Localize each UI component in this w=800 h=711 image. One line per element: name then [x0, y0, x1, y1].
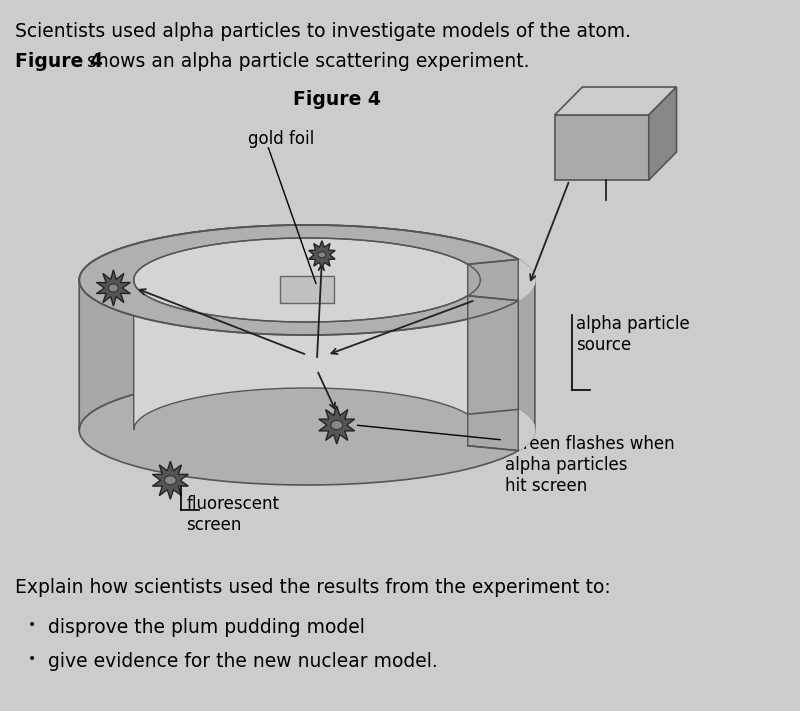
- Text: •: •: [28, 618, 36, 632]
- Polygon shape: [468, 264, 480, 446]
- Polygon shape: [468, 260, 535, 301]
- Text: give evidence for the new nuclear model.: give evidence for the new nuclear model.: [47, 652, 438, 671]
- Polygon shape: [468, 260, 518, 415]
- Text: gold foil: gold foil: [248, 130, 314, 148]
- Polygon shape: [649, 87, 677, 180]
- Polygon shape: [134, 238, 480, 430]
- Ellipse shape: [79, 225, 535, 335]
- Ellipse shape: [79, 375, 535, 485]
- Polygon shape: [280, 276, 334, 303]
- Polygon shape: [79, 225, 535, 430]
- Text: fluorescent
screen: fluorescent screen: [186, 495, 279, 534]
- Polygon shape: [518, 260, 535, 451]
- Polygon shape: [319, 406, 354, 444]
- Text: •: •: [28, 652, 36, 666]
- Text: Figure 4: Figure 4: [293, 90, 381, 109]
- Text: screen flashes when
alpha particles
hit screen: screen flashes when alpha particles hit …: [505, 435, 674, 495]
- Ellipse shape: [109, 284, 118, 292]
- Polygon shape: [468, 296, 518, 451]
- Text: disprove the plum pudding model: disprove the plum pudding model: [47, 618, 365, 637]
- Text: Explain how scientists used the results from the experiment to:: Explain how scientists used the results …: [15, 578, 610, 597]
- Ellipse shape: [165, 476, 176, 485]
- Bar: [554, 115, 649, 180]
- Ellipse shape: [331, 420, 342, 429]
- Text: Figure 4: Figure 4: [15, 52, 102, 71]
- Ellipse shape: [134, 238, 480, 322]
- Text: shows an alpha particle scattering experiment.: shows an alpha particle scattering exper…: [82, 52, 530, 71]
- Polygon shape: [554, 87, 677, 115]
- Text: alpha particle
source: alpha particle source: [577, 315, 690, 354]
- Polygon shape: [153, 461, 188, 499]
- Polygon shape: [309, 241, 335, 269]
- Text: Scientists used alpha particles to investigate models of the atom.: Scientists used alpha particles to inves…: [15, 22, 631, 41]
- Ellipse shape: [318, 252, 326, 258]
- Polygon shape: [97, 270, 130, 306]
